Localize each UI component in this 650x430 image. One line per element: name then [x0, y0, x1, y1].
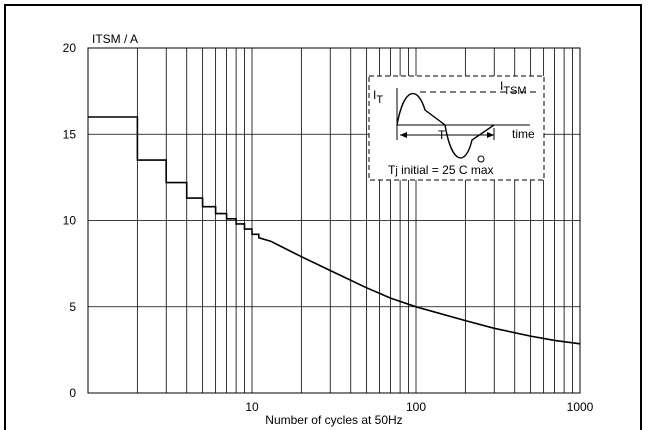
inset-sine-marker — [477, 155, 485, 163]
inset-sine-wave — [396, 92, 495, 159]
y-tick-labels: 0 5 10 15 20 — [63, 41, 77, 400]
inset-label-period: T — [438, 128, 446, 142]
x-tick-label: 1000 — [567, 400, 594, 414]
surge-current-curve — [88, 116, 581, 345]
inset-label-time: time — [512, 127, 535, 141]
x-axis-label: Number of cycles at 50Hz — [265, 413, 402, 427]
inset-box — [368, 75, 545, 181]
y-tick-label: 10 — [63, 214, 77, 228]
x-tick-label: 100 — [406, 400, 426, 414]
x-tick-labels: 10 100 1000 — [245, 400, 593, 414]
plot-area-border — [87, 47, 581, 394]
y-tick-label: 5 — [69, 300, 76, 314]
y-tick-label: 15 — [63, 127, 77, 141]
inset-label-it: IT — [373, 88, 383, 106]
inset-note: Tj initial = 25 C max — [388, 163, 494, 177]
inset-period-arrow-left — [400, 132, 407, 138]
x-tick-label: 10 — [245, 400, 259, 414]
inset-label-itsm: ITSM — [500, 79, 527, 97]
y-tick-label: 20 — [63, 41, 77, 55]
inset-period-arrow-right — [487, 132, 494, 138]
waveform-inset: IT ITSM T time Tj initial = 25 C max — [368, 75, 545, 181]
y-axis-label: ITSM / A — [92, 32, 138, 46]
y-tick-label: 0 — [69, 386, 76, 400]
chart-frame — [4, 4, 642, 430]
